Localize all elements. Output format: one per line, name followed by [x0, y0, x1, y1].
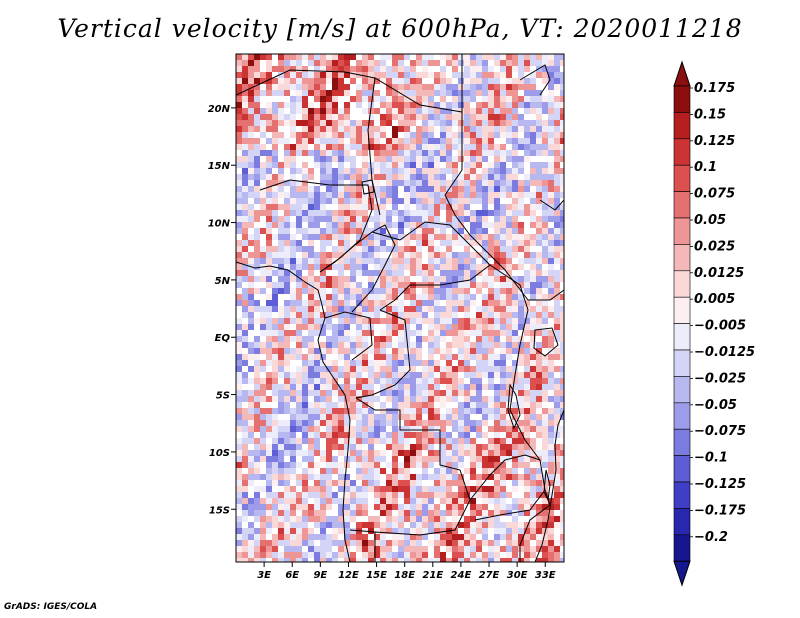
border-gabon: [324, 311, 373, 361]
lat-tick-label: 15S: [209, 505, 230, 516]
border-east-2: [539, 199, 564, 211]
colorbar-label: −0.075: [694, 424, 746, 439]
country-boundaries: [236, 54, 564, 562]
colorbar-box-17: [673, 534, 691, 562]
colorbar-box-7: [673, 270, 691, 298]
latitude-axis: 20N 15N 10N 5N EQ 5S 10S 15S: [208, 104, 236, 516]
colorbar-box-5: [673, 217, 691, 245]
grads-credit: GrADS: IGES/COLA: [4, 602, 98, 612]
lon-tick-label: 24E: [451, 570, 472, 581]
colorbar-box-6: [673, 244, 691, 272]
colorbar-box-0: [673, 85, 691, 113]
colorbar-label: −0.05: [694, 398, 737, 413]
lat-tick-label: 20N: [208, 104, 231, 115]
map-title: Vertical velocity [m/s] at 600hPa, VT: 2…: [57, 14, 743, 43]
colorbar-top-cap: [673, 60, 691, 87]
colorbar-label: 0.0125: [694, 266, 744, 281]
colorbar-label: −0.175: [694, 503, 746, 518]
colorbar-box-12: [673, 402, 691, 430]
lat-tick-label: EQ: [215, 333, 231, 344]
colorbar-box-10: [673, 349, 691, 377]
colorbar-box-1: [673, 112, 691, 140]
lon-tick-label: 30E: [507, 570, 528, 581]
colorbar-label: −0.125: [694, 477, 746, 492]
colorbar-box-4: [673, 191, 691, 219]
border-chad-sudan: [444, 112, 529, 301]
border-drc-east: [489, 264, 541, 461]
border-zambia: [469, 454, 546, 521]
colorbar-box-15: [673, 481, 691, 509]
map-frame: [235, 53, 565, 563]
lon-tick-label: 12E: [338, 570, 359, 581]
lat-tick-label: 15N: [208, 161, 231, 172]
lake-malawi: [543, 469, 551, 502]
colorbar-label: 0.05: [694, 213, 726, 228]
lon-tick-label: 18E: [394, 570, 415, 581]
colorbar-box-16: [673, 508, 691, 536]
colorbar-label: −0.005: [694, 319, 746, 334]
lon-tick-label: 9E: [313, 570, 327, 581]
longitude-axis: 3E 6E 9E 12E 15E 18E 21E 24E 27E 30E 33E: [257, 562, 556, 581]
colorbar-label: −0.1: [694, 451, 728, 466]
lon-tick-label: 21E: [422, 570, 443, 581]
lon-tick-label: 6E: [285, 570, 299, 581]
coastline-east: [534, 409, 564, 562]
border-east-1: [528, 289, 564, 301]
lake-victoria: [533, 327, 559, 357]
colorbar-label: −0.025: [694, 371, 746, 386]
border-congo-drc: [355, 309, 411, 399]
lat-tick-label: 10S: [209, 448, 230, 459]
colorbar-label: −0.2: [694, 530, 728, 545]
lon-tick-label: 27E: [479, 570, 500, 581]
nile-coast: [519, 64, 551, 96]
coastline-west: [236, 261, 351, 562]
border-sahara-1: [236, 69, 463, 113]
colorbar-label: 0.125: [694, 134, 735, 149]
colorbar-label: 0.15: [694, 107, 726, 122]
colorbar-bottom-cap: [673, 560, 691, 587]
colorbar-label: 0.005: [694, 292, 735, 307]
colorbar-box-2: [673, 138, 691, 166]
lat-tick-label: 5N: [215, 276, 231, 287]
lake-chad: [361, 179, 375, 195]
colorbar-label: 0.025: [694, 239, 735, 254]
colorbar-label: −0.0125: [694, 345, 755, 360]
lake-tanganyika: [507, 383, 521, 430]
colorbar-label: 0.075: [694, 187, 735, 202]
border-angola: [349, 397, 471, 536]
lon-tick-label: 15E: [366, 570, 387, 581]
colorbar-label: 0.1: [694, 160, 717, 175]
lon-tick-label: 33E: [535, 570, 556, 581]
colorbar-label: 0.175: [694, 81, 735, 96]
border-cameroon: [319, 224, 396, 313]
colorbar-box-13: [673, 428, 691, 456]
colorbar-box-3: [673, 164, 691, 192]
lat-tick-label: 5S: [216, 391, 230, 402]
lat-tick-label: 10N: [208, 219, 231, 230]
border-niger-chad: [367, 77, 381, 216]
colorbar: 0.175 0.15 0.125 0.1 0.075 0.05 0.025 0.0125 0.0…: [673, 60, 755, 587]
colorbar-box-14: [673, 455, 691, 483]
colorbar-box-8: [673, 296, 691, 324]
colorbar-box-9: [673, 323, 691, 351]
colorbar-box-11: [673, 376, 691, 404]
lon-tick-label: 3E: [257, 570, 271, 581]
velocity-field: [236, 54, 564, 562]
